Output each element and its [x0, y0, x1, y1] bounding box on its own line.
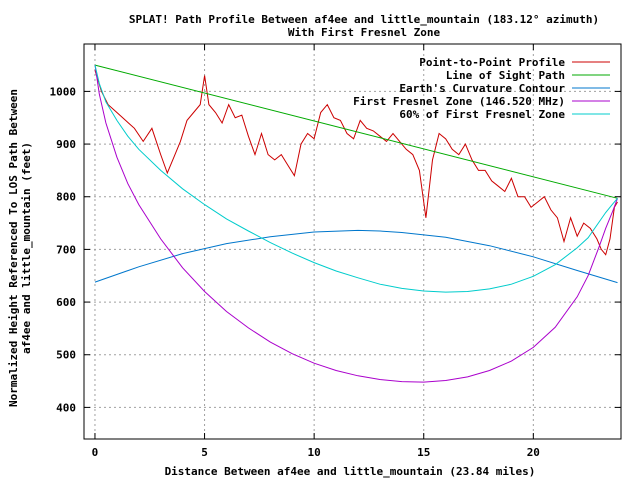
grid-lines [84, 44, 621, 439]
x-tick-label: 5 [201, 446, 208, 459]
x-tick-label: 10 [308, 446, 321, 459]
y-axis-label-line2: af4ee and little_mountain (feet) [20, 142, 33, 354]
y-tick-label: 500 [56, 349, 76, 362]
legend-label: Earth's Curvature Contour [399, 82, 565, 95]
y-tick-label: 800 [56, 191, 76, 204]
x-tick-label: 20 [527, 446, 540, 459]
y-axis-label-line1: Normalized Height Referenced To LOS Path… [7, 89, 20, 407]
y-tick-label: 1000 [50, 85, 77, 98]
series-line-earth-s-curvature-contour [94, 229, 618, 284]
legend-label: First Fresnel Zone (146.520 MHz) [353, 95, 565, 108]
legend-label: Point-to-Point Profile [419, 56, 565, 69]
series-line-60-of-first-fresnel-zone [94, 64, 618, 293]
series-layer [94, 64, 618, 383]
x-tick-label: 0 [92, 446, 99, 459]
plot-frame [83, 43, 622, 440]
y-tick-label: 700 [56, 243, 76, 256]
legend-label: 60% of First Fresnel Zone [399, 108, 565, 121]
series-line-line-of-sight-path [94, 64, 618, 199]
chart-title: SPLAT! Path Profile Between af4ee and li… [129, 13, 599, 26]
axis-ticks: 400 500 600 700 800 900 1000 0 5 10 15 20 [50, 44, 621, 459]
x-tick-label: 15 [417, 446, 430, 459]
y-tick-label: 600 [56, 296, 76, 309]
y-tick-label: 400 [56, 401, 76, 414]
series-line-first-fresnel-zone-146-520-mhz [94, 65, 618, 383]
chart-subtitle: With First Fresnel Zone [288, 26, 441, 39]
legend-label: Line of Sight Path [446, 69, 565, 82]
y-tick-label: 900 [56, 138, 76, 151]
x-axis-label: Distance Between af4ee and little_mounta… [165, 465, 536, 478]
series-line-point-to-point-profile [94, 70, 618, 256]
